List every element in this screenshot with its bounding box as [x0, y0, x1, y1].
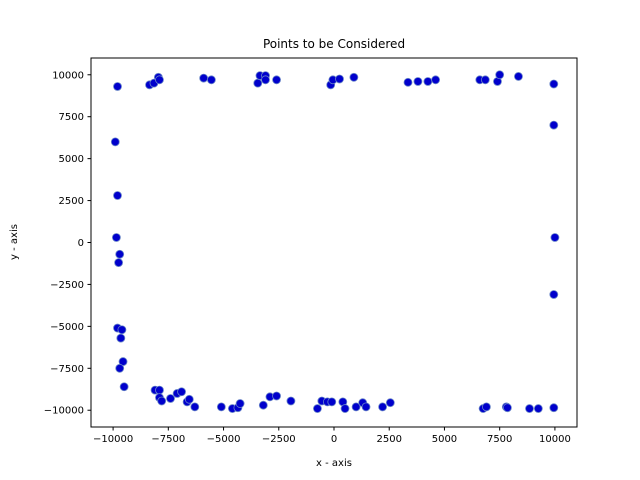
data-point [549, 290, 559, 299]
y-tick-label: 10000 [52, 70, 84, 81]
data-point [184, 394, 194, 404]
x-tick-label: 0 [331, 434, 337, 445]
data-point [114, 258, 124, 268]
data-point [116, 333, 126, 343]
data-point [235, 399, 245, 408]
data-point [403, 77, 413, 87]
data-point [495, 70, 505, 80]
data-point [335, 74, 344, 84]
x-tick-label: −7500 [151, 434, 185, 445]
data-point [110, 137, 120, 147]
data-point [115, 249, 125, 259]
x-tick-label: 10000 [539, 434, 571, 445]
y-tick-label: 7500 [59, 112, 84, 123]
data-point [272, 75, 281, 85]
data-point [533, 404, 543, 413]
data-point [206, 75, 216, 85]
y-tick-label: 0 [78, 238, 84, 249]
data-point [258, 400, 268, 410]
data-point [190, 402, 200, 412]
data-point [155, 75, 164, 85]
data-points [110, 70, 560, 413]
data-point [115, 363, 125, 373]
data-point [272, 391, 281, 401]
data-point [431, 75, 441, 85]
data-point [313, 404, 322, 413]
data-point [177, 387, 186, 397]
data-point [340, 404, 350, 413]
data-point [155, 385, 164, 395]
data-point [385, 398, 395, 408]
data-point [261, 75, 270, 85]
x-axis: −10000 −7500 −5000 −2500 0 2500 5000 7500 10000 [93, 427, 571, 445]
y-tick-label: 5000 [59, 154, 84, 165]
data-point [480, 75, 490, 85]
data-point [550, 233, 560, 242]
data-point [413, 77, 423, 86]
data-point [157, 396, 167, 406]
x-tick-label: −10000 [93, 434, 133, 445]
x-axis-label: x - axis [316, 458, 352, 469]
data-point [166, 394, 175, 403]
y-tick-label: 2500 [59, 196, 84, 207]
chart-title: Points to be Considered [263, 37, 405, 51]
data-point [349, 72, 359, 82]
data-point [113, 191, 122, 200]
y-tick-label: −10000 [44, 406, 84, 417]
x-tick-label: 7500 [487, 434, 512, 445]
data-point [117, 325, 127, 335]
data-point [199, 73, 209, 83]
y-axis-label: y - axis [9, 224, 20, 260]
data-point [253, 78, 263, 88]
x-tick-label: 5000 [432, 434, 457, 445]
y-tick-label: −5000 [50, 322, 84, 333]
data-point [549, 79, 559, 89]
data-point [549, 120, 559, 130]
data-point [361, 402, 371, 412]
y-tick-label: −2500 [50, 280, 84, 291]
data-point [482, 402, 491, 412]
data-point [286, 396, 296, 406]
data-point [503, 403, 512, 413]
y-axis: −10000 −7500 −5000 −2500 0 2500 5000 7500 10000 [44, 70, 91, 417]
data-point [327, 397, 337, 407]
data-point [423, 77, 433, 86]
y-tick-label: −7500 [50, 364, 84, 375]
data-point [378, 402, 388, 412]
x-tick-label: 2500 [377, 434, 402, 445]
data-point [113, 82, 122, 91]
data-point [549, 403, 559, 413]
data-point [351, 402, 361, 412]
data-point [525, 404, 534, 413]
data-point [119, 382, 129, 392]
data-point [514, 72, 523, 81]
x-tick-label: −2500 [262, 434, 296, 445]
data-point [216, 402, 226, 412]
x-tick-label: −5000 [207, 434, 241, 445]
data-point [112, 233, 121, 242]
